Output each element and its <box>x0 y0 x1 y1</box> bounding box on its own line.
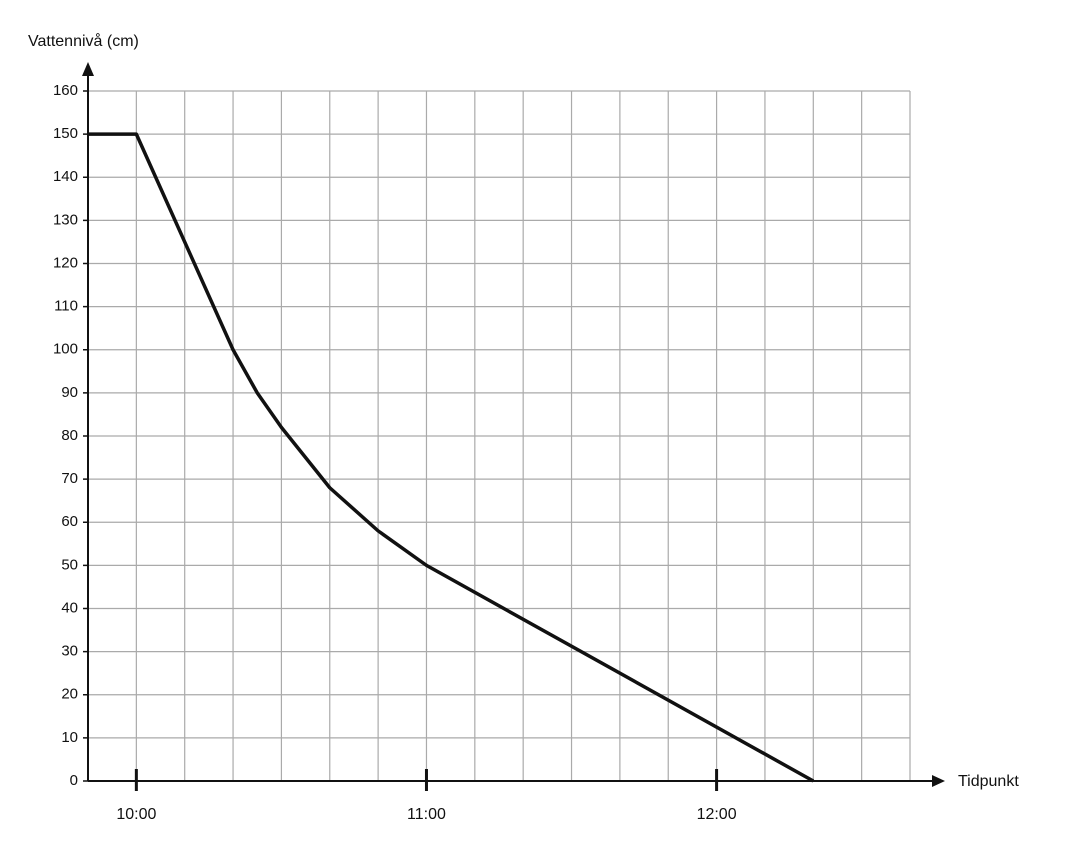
y-tick-label: 150 <box>53 125 78 142</box>
y-tick-label: 30 <box>61 643 78 660</box>
x-axis-arrow <box>932 775 945 787</box>
y-tick-label: 10 <box>61 729 78 746</box>
y-tick-label: 60 <box>61 513 78 530</box>
y-tick-label: 0 <box>70 772 78 789</box>
y-tick-label: 100 <box>53 341 78 358</box>
x-axis-title: Tidpunkt <box>958 773 1019 790</box>
y-tick-label: 40 <box>61 599 78 616</box>
y-axis-arrow <box>82 62 94 76</box>
y-axis-title: Vattennivå (cm) <box>28 32 139 50</box>
y-tick-label: 110 <box>54 298 78 315</box>
y-tick-label: 160 <box>53 82 78 99</box>
x-tick-label: 12:00 <box>697 806 737 823</box>
line <box>88 132 815 783</box>
x-tick-label: 10:00 <box>116 806 156 823</box>
y-tick-label: 140 <box>53 168 78 185</box>
y-tick-label: 120 <box>53 254 78 271</box>
y-tick-label: 90 <box>61 384 78 401</box>
y-tick-label: 20 <box>61 686 78 703</box>
x-tick-label: 11:00 <box>407 806 446 823</box>
y-tick-label: 70 <box>61 470 78 487</box>
y-tick-label: 50 <box>61 556 78 573</box>
y-tick-label: 130 <box>53 211 78 228</box>
y-tick-label: 80 <box>61 427 78 444</box>
